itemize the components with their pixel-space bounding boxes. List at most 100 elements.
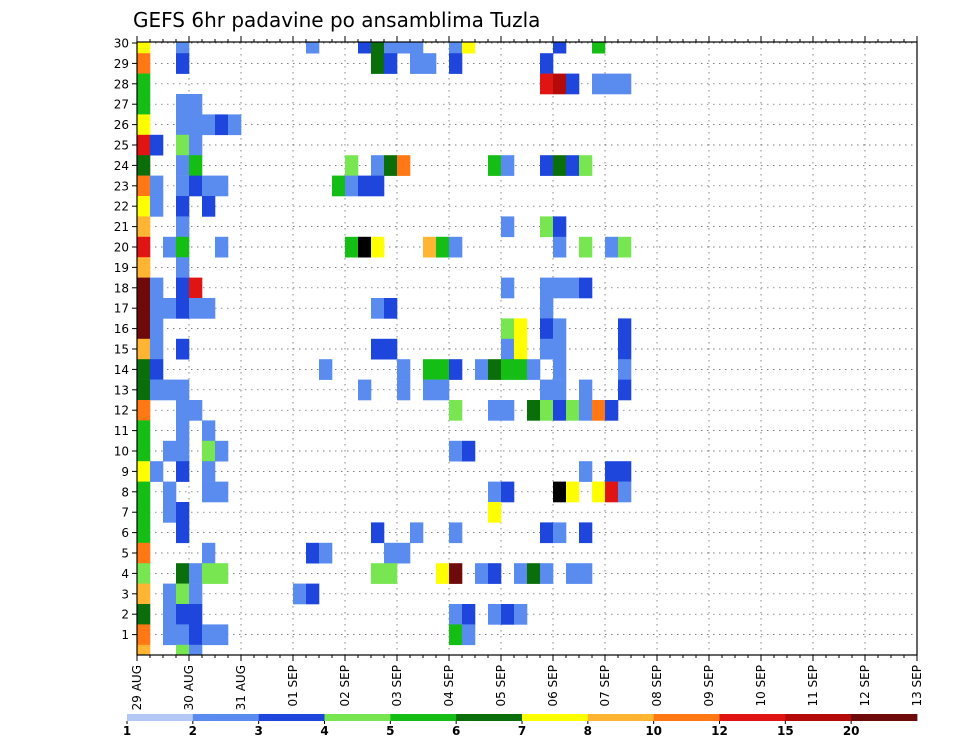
- heatmap-cell: [202, 175, 216, 197]
- heatmap-cell: [150, 461, 164, 482]
- heatmap-cell: [553, 481, 567, 503]
- heatmap-cell: [215, 236, 229, 258]
- y-tick-label: 30: [114, 37, 129, 51]
- legend-color-swatch: [522, 714, 589, 721]
- y-tick-label: 14: [114, 363, 129, 377]
- heatmap-cell: [176, 644, 190, 656]
- heatmap-cell: [137, 583, 151, 605]
- heatmap-cell: [384, 542, 398, 564]
- heatmap-cell: [202, 624, 216, 646]
- heatmap-cells: [137, 42, 632, 656]
- legend-label: 1: [123, 724, 131, 738]
- heatmap-cell: [527, 400, 541, 421]
- heatmap-cell: [384, 53, 398, 74]
- heatmap-cell: [150, 277, 164, 299]
- legend-label: 7: [518, 724, 526, 738]
- legend-color-swatch: [192, 714, 260, 721]
- heatmap-cell: [319, 359, 333, 380]
- heatmap-cell: [579, 400, 593, 421]
- heatmap-cell: [618, 461, 632, 482]
- heatmap-cell: [423, 379, 437, 401]
- legend-label: 20: [843, 724, 860, 738]
- heatmap-cell: [449, 53, 463, 74]
- heatmap-cell: [176, 624, 190, 646]
- heatmap-cell: [137, 114, 151, 136]
- y-tick-label: 7: [121, 506, 129, 520]
- heatmap-cell: [475, 563, 489, 584]
- heatmap-cell: [488, 155, 502, 176]
- heatmap-cell: [150, 379, 164, 401]
- heatmap-cell: [501, 400, 515, 421]
- heatmap-cell: [189, 604, 203, 625]
- x-tick-label: 11 SEP: [806, 665, 820, 707]
- heatmap-cell: [137, 481, 151, 503]
- heatmap-cell: [553, 216, 567, 238]
- x-tick-label: 01 SEP: [286, 665, 300, 707]
- heatmap-cell: [592, 73, 606, 95]
- legend-label: 12: [711, 724, 728, 738]
- heatmap-cell: [540, 298, 554, 319]
- heatmap-cell: [488, 359, 502, 380]
- legend-color-swatch: [390, 714, 457, 721]
- heatmap-cell: [579, 155, 593, 176]
- heatmap-cell: [553, 400, 567, 421]
- heatmap-cell: [137, 604, 151, 625]
- heatmap-cell: [618, 318, 632, 340]
- heatmap-cell: [163, 481, 177, 503]
- legend-color-swatch: [587, 714, 655, 721]
- x-tick-label: 07 SEP: [598, 665, 612, 707]
- heatmap-cell: [449, 604, 463, 625]
- heatmap-cell: [189, 563, 203, 584]
- heatmap-cell: [293, 583, 307, 605]
- legend-color-swatch: [719, 714, 786, 721]
- y-tick-label: 26: [114, 118, 129, 132]
- plot-axes: 1234567891011121314151617181920212223242…: [114, 36, 924, 710]
- heatmap-cell: [514, 318, 528, 340]
- heatmap-cell: [215, 440, 229, 462]
- heatmap-cell: [150, 338, 164, 360]
- heatmap-cell: [501, 604, 515, 625]
- heatmap-cell: [501, 155, 515, 176]
- heatmap-cell: [488, 604, 502, 625]
- heatmap-cell: [137, 502, 151, 523]
- heatmap-cell: [514, 338, 528, 360]
- heatmap-cell: [176, 604, 190, 625]
- heatmap-cell: [358, 379, 372, 401]
- y-tick-label: 23: [114, 179, 129, 193]
- heatmap-cell: [215, 114, 229, 136]
- x-tick-label: 08 SEP: [650, 665, 664, 707]
- heatmap-cell: [540, 73, 554, 95]
- heatmap-cell: [176, 440, 190, 462]
- heatmap-cell: [449, 359, 463, 380]
- heatmap-cell: [189, 298, 203, 319]
- heatmap-cell: [137, 379, 151, 401]
- heatmap-cell: [566, 400, 580, 421]
- heatmap-cell: [566, 155, 580, 176]
- heatmap-cell: [176, 400, 190, 421]
- heatmap-cell: [176, 236, 190, 258]
- y-tick-label: 13: [114, 383, 129, 397]
- heatmap-cell: [592, 481, 606, 503]
- heatmap-cell: [150, 134, 164, 156]
- heatmap-cell: [488, 502, 502, 523]
- legend-label: 10: [645, 724, 662, 738]
- heatmap-cell: [592, 42, 606, 54]
- heatmap-cell: [553, 73, 567, 95]
- heatmap-cell: [488, 400, 502, 421]
- heatmap-cell: [189, 644, 203, 656]
- heatmap-cell: [202, 461, 216, 482]
- heatmap-cell: [176, 257, 190, 278]
- y-tick-label: 24: [114, 159, 129, 173]
- heatmap-cell: [137, 318, 151, 340]
- heatmap-cell: [189, 175, 203, 197]
- y-tick-label: 11: [114, 424, 129, 438]
- heatmap-cell: [137, 53, 151, 74]
- heatmap-cell: [501, 318, 515, 340]
- heatmap-cell: [397, 155, 411, 176]
- heatmap-cell: [553, 338, 567, 360]
- heatmap-cell: [605, 400, 619, 421]
- heatmap-cell: [371, 338, 385, 360]
- heatmap-cell: [137, 134, 151, 156]
- heatmap-cell: [371, 42, 385, 54]
- heatmap-cell: [345, 175, 359, 197]
